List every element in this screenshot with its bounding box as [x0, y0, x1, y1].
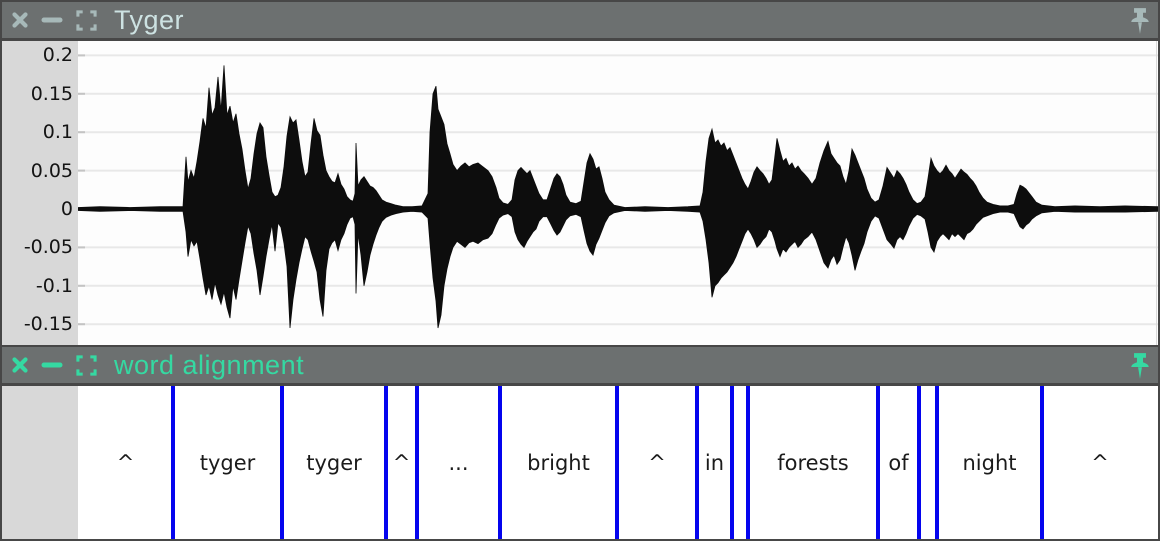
word-boundary-line[interactable] — [171, 386, 175, 539]
panel-title: Tyger — [114, 4, 185, 35]
close-icon[interactable] — [12, 357, 28, 373]
pin-icon[interactable] — [1129, 7, 1151, 35]
y-axis: 0.2 0.15 0.1 0.05 0 -0.05 -0.1 -0.15 — [2, 41, 78, 345]
word-label: ^ — [1091, 450, 1109, 475]
word-label: forests — [777, 450, 849, 475]
panel-title: word alignment — [114, 349, 305, 380]
word-boundary-line[interactable] — [730, 386, 734, 539]
waveform-chart[interactable] — [78, 41, 1158, 345]
word-boundary-line[interactable] — [935, 386, 939, 539]
word-boundary-line[interactable] — [695, 386, 699, 539]
word-label: ^ — [648, 450, 666, 475]
y-tick-mark — [78, 131, 85, 134]
minimize-icon[interactable] — [41, 16, 63, 24]
y-tick-label: 0.05 — [30, 159, 73, 182]
y-tick-mark — [78, 169, 85, 172]
word-boundary-line[interactable] — [876, 386, 880, 539]
waveform-plot-area[interactable]: 0.2 0.15 0.1 0.05 0 -0.05 -0.1 -0.15 — [2, 41, 1158, 345]
y-tick-label: 0.1 — [42, 121, 73, 144]
word-label: tyger — [306, 450, 362, 475]
y-tick-label: -0.05 — [23, 236, 73, 259]
y-tick-mark — [78, 323, 85, 326]
pin-icon[interactable] — [1129, 352, 1151, 380]
alignment-left-margin — [2, 386, 78, 539]
y-tick-mark — [78, 284, 85, 287]
y-tick-label: 0.2 — [42, 44, 73, 67]
waveform-envelope — [78, 65, 1158, 329]
maximize-icon[interactable] — [76, 354, 97, 376]
word-label: ^ — [116, 450, 135, 475]
y-tick-mark — [78, 92, 85, 95]
waveform-panel: Tyger 0.2 0.15 0.1 0.05 0 -0.05 -0.1 -0.15 — [2, 2, 1158, 345]
word-label: in — [704, 450, 725, 475]
maximize-icon[interactable] — [76, 9, 97, 31]
word-boundary-line[interactable] — [384, 386, 388, 539]
word-boundary-line[interactable] — [415, 386, 419, 539]
y-tick-label: -0.15 — [23, 313, 73, 336]
waveform-titlebar[interactable]: Tyger — [2, 2, 1158, 41]
close-icon[interactable] — [12, 12, 28, 28]
word-label: night — [962, 450, 1017, 475]
y-tick-mark — [78, 54, 85, 57]
word-alignment-track[interactable]: ^ tyger tyger ^... bright ^ in forests of night ^ — [2, 386, 1158, 539]
word-label: tyger — [199, 450, 256, 475]
alignment-panel: word alignment ^ tyger tyger ^... bright ^ in f… — [2, 345, 1158, 539]
alignment-titlebar[interactable]: word alignment — [2, 345, 1158, 386]
minimize-icon[interactable] — [41, 361, 63, 369]
word-label: ^ — [392, 450, 411, 475]
word-boundary-line[interactable] — [746, 386, 750, 539]
word-boundary-line[interactable] — [917, 386, 921, 539]
y-tick-label: 0 — [60, 198, 73, 220]
word-boundary-line[interactable] — [1040, 386, 1044, 539]
y-tick-mark — [78, 246, 85, 249]
word-label: of — [888, 450, 909, 475]
y-tick-label: 0.15 — [30, 82, 73, 105]
word-label: bright — [527, 450, 590, 475]
word-label: ... — [448, 450, 469, 475]
word-boundary-line[interactable] — [498, 386, 502, 539]
y-tick-label: -0.1 — [35, 274, 73, 297]
word-boundary-line[interactable] — [615, 386, 619, 539]
word-boundary-line[interactable] — [280, 386, 284, 539]
